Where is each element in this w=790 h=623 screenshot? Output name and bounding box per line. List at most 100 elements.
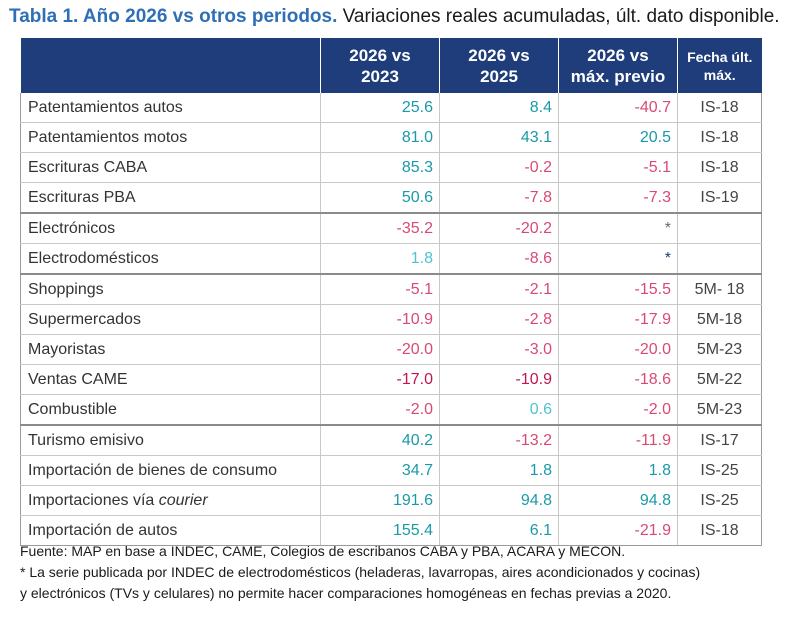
table-row: Importación de autos 155.4 6.1 -21.9 IS-18 — [20, 515, 762, 546]
row-value-c3: -17.9 — [558, 304, 678, 335]
row-date: IS-25 — [677, 455, 762, 486]
row-value-c2: 6.1 — [439, 515, 559, 546]
row-date: IS-18 — [677, 93, 762, 123]
row-value-c3: 20.5 — [558, 122, 678, 153]
row-date: 5M-18 — [677, 304, 762, 335]
row-value-c2: -2.1 — [439, 273, 559, 305]
row-value-c3: 1.8 — [558, 455, 678, 486]
row-value-c2: 8.4 — [439, 93, 559, 123]
row-label: Ventas CAME — [20, 364, 321, 395]
row-value-c1: -17.0 — [320, 364, 440, 395]
table-row: Patentamientos autos 25.6 8.4 -40.7 IS-18 — [20, 93, 762, 123]
row-value-c1: 85.3 — [320, 152, 440, 183]
row-value-c1: 40.2 — [320, 424, 440, 456]
row-label: Importaciones vía courier — [20, 485, 321, 516]
footnote-line-2: y electrónicos (TVs y celulares) no perm… — [20, 585, 672, 601]
row-date: IS-18 — [677, 152, 762, 183]
table-row: Shoppings -5.1 -2.1 -15.5 5M- 18 — [20, 273, 762, 305]
table-body: Patentamientos autos 25.6 8.4 -40.7 IS-18 Pat… — [20, 93, 762, 546]
row-label: Patentamientos motos — [20, 122, 321, 153]
table-row: Importación de bienes de consumo 34.7 1.8 1… — [20, 455, 762, 486]
row-value-c1: 81.0 — [320, 122, 440, 153]
row-value-c3: 94.8 — [558, 485, 678, 516]
row-value-c3: -11.9 — [558, 424, 678, 456]
row-value-c3: -7.3 — [558, 182, 678, 214]
table-row: Escrituras PBA 50.6 -7.8 -7.3 IS-19 — [20, 182, 762, 214]
table-row: Supermercados -10.9 -2.8 -17.9 5M-18 — [20, 304, 762, 335]
footnote-line-1: * La serie publicada por INDEC de electr… — [20, 564, 701, 580]
row-value-c3: -18.6 — [558, 364, 678, 395]
row-value-c1: -35.2 — [320, 212, 440, 244]
row-date — [677, 212, 762, 244]
row-value-c1: 34.7 — [320, 455, 440, 486]
row-label: Combustible — [20, 394, 321, 426]
table-row: Importaciones vía courier 191.6 94.8 94.8 IS… — [20, 485, 762, 516]
row-date: 5M-23 — [677, 334, 762, 365]
table-row: Mayoristas -20.0 -3.0 -20.0 5M-23 — [20, 334, 762, 365]
table-notes: Fuente: MAP en base a INDEC, CAME, Coleg… — [20, 541, 780, 604]
row-value-c1: 25.6 — [320, 93, 440, 123]
table-row: Electrónicos -35.2 -20.2 * — [20, 212, 762, 244]
row-value-c2: 1.8 — [439, 455, 559, 486]
row-value-c3: * — [558, 212, 678, 244]
row-label: Shoppings — [20, 273, 321, 305]
row-label: Escrituras PBA — [20, 182, 321, 214]
row-date: IS-18 — [677, 515, 762, 546]
row-value-c2: 0.6 — [439, 394, 559, 426]
table-row: Electrodomésticos 1.8 -8.6 * — [20, 243, 762, 275]
header-fecha-ult-max: Fecha últ. máx. — [677, 38, 762, 93]
row-value-c2: -13.2 — [439, 424, 559, 456]
row-value-c3: -21.9 — [558, 515, 678, 546]
table-row: Patentamientos motos 81.0 43.1 20.5 IS-18 — [20, 122, 762, 153]
row-value-c1: 155.4 — [320, 515, 440, 546]
row-label: Turismo emisivo — [20, 424, 321, 456]
row-date: 5M-23 — [677, 394, 762, 426]
row-value-c2: -20.2 — [439, 212, 559, 244]
row-value-c1: 1.8 — [320, 243, 440, 275]
row-date: IS-17 — [677, 424, 762, 456]
row-label: Electrónicos — [20, 212, 321, 244]
row-value-c3: -2.0 — [558, 394, 678, 426]
row-value-c2: -8.6 — [439, 243, 559, 275]
courier-italic: courier — [158, 491, 208, 509]
row-value-c1: -20.0 — [320, 334, 440, 365]
row-label: Mayoristas — [20, 334, 321, 365]
source-note: Fuente: MAP en base a INDEC, CAME, Coleg… — [20, 543, 626, 559]
row-value-c3: -5.1 — [558, 152, 678, 183]
row-value-c2: -0.2 — [439, 152, 559, 183]
row-date: 5M-22 — [677, 364, 762, 395]
table-header-row: 2026 vs 2023 2026 vs 2025 2026 vs máx. prev… — [20, 38, 762, 93]
row-label: Supermercados — [20, 304, 321, 335]
row-value-c1: -5.1 — [320, 273, 440, 305]
table-row: Ventas CAME -17.0 -10.9 -18.6 5M-22 — [20, 364, 762, 395]
row-value-c2: -3.0 — [439, 334, 559, 365]
row-value-c1: 50.6 — [320, 182, 440, 214]
row-date: IS-19 — [677, 182, 762, 214]
row-label: Importación de autos — [20, 515, 321, 546]
table-title-rest: Variaciones reales acumuladas, últ. dato… — [337, 6, 780, 27]
row-date: IS-18 — [677, 122, 762, 153]
row-date: IS-25 — [677, 485, 762, 516]
header-2026-vs-2023: 2026 vs 2023 — [320, 38, 440, 93]
table-row: Combustible -2.0 0.6 -2.0 5M-23 — [20, 394, 762, 426]
row-value-c2: -10.9 — [439, 364, 559, 395]
row-value-c2: -7.8 — [439, 182, 559, 214]
row-label: Importación de bienes de consumo — [20, 455, 321, 486]
row-label: Patentamientos autos — [20, 93, 321, 123]
table-title-lead: Tabla 1. Año 2026 vs otros periodos. — [9, 6, 338, 27]
row-value-c1: -2.0 — [320, 394, 440, 426]
row-value-c3: -15.5 — [558, 273, 678, 305]
row-label: Escrituras CABA — [20, 152, 321, 183]
header-2026-vs-max-previo: 2026 vs máx. previo — [558, 38, 678, 93]
table-row: Turismo emisivo 40.2 -13.2 -11.9 IS-17 — [20, 424, 762, 456]
row-value-c3: * — [558, 243, 678, 275]
row-value-c3: -20.0 — [558, 334, 678, 365]
row-value-c3: -40.7 — [558, 93, 678, 123]
row-label: Electrodomésticos — [20, 243, 321, 275]
row-value-c2: 43.1 — [439, 122, 559, 153]
row-date: 5M- 18 — [677, 273, 762, 305]
variations-table: 2026 vs 2023 2026 vs 2025 2026 vs máx. prev… — [20, 38, 762, 546]
row-value-c1: 191.6 — [320, 485, 440, 516]
row-value-c2: -2.8 — [439, 304, 559, 335]
